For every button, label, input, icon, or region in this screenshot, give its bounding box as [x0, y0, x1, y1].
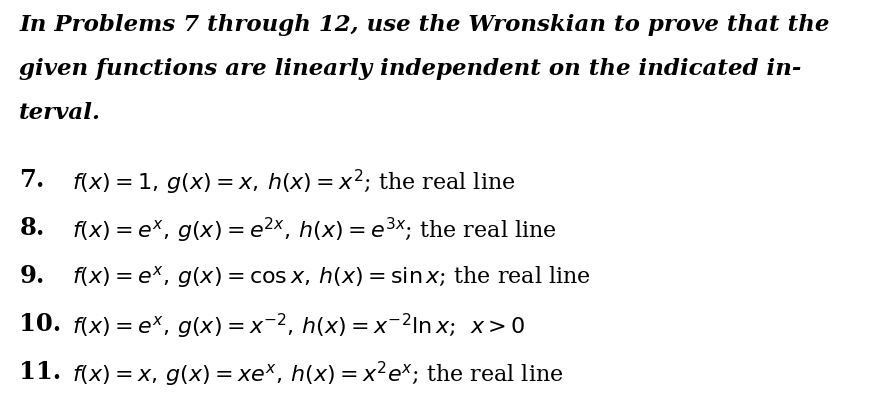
Text: 7.: 7. [19, 168, 45, 192]
Text: 10.: 10. [19, 311, 62, 335]
Text: terval.: terval. [19, 102, 101, 124]
Text: $f(x) = x,\, g(x) = xe^{x},\, h(x) = x^{2}e^{x}$; the real line: $f(x) = x,\, g(x) = xe^{x},\, h(x) = x^{… [72, 359, 564, 388]
Text: $f(x) = e^{x},\, g(x) = x^{-2},\, h(x) = x^{-2}\ln x$;  $x > 0$: $f(x) = e^{x},\, g(x) = x^{-2},\, h(x) =… [72, 311, 525, 340]
Text: In Problems 7 through 12, use the Wronskian to prove that the: In Problems 7 through 12, use the Wronsk… [19, 14, 830, 36]
Text: 9.: 9. [19, 263, 45, 287]
Text: given functions are linearly independent on the indicated in-: given functions are linearly independent… [19, 58, 802, 80]
Text: $f(x) = e^{x},\, g(x) = e^{2x},\, h(x) = e^{3x}$; the real line: $f(x) = e^{x},\, g(x) = e^{2x},\, h(x) =… [72, 215, 557, 245]
Text: 8.: 8. [19, 215, 45, 239]
Text: $f(x) = 1,\, g(x) = x,\, h(x) = x^{2}$; the real line: $f(x) = 1,\, g(x) = x,\, h(x) = x^{2}$; … [72, 168, 516, 197]
Text: 11.: 11. [19, 359, 62, 383]
Text: $f(x) = e^{x},\, g(x) = \cos x,\, h(x) = \sin x$; the real line: $f(x) = e^{x},\, g(x) = \cos x,\, h(x) =… [72, 263, 591, 289]
